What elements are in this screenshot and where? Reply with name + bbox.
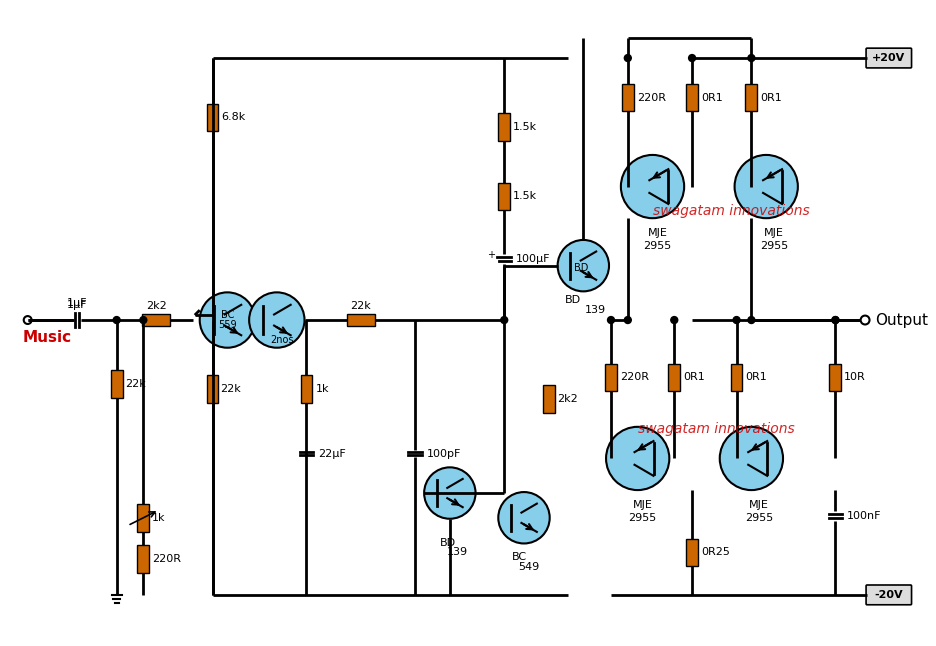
Text: 0R25: 0R25 <box>700 547 729 557</box>
Text: 1k: 1k <box>152 513 166 523</box>
Text: 1µF: 1µF <box>66 298 87 308</box>
Bar <box>498 183 509 211</box>
Circle shape <box>860 316 869 324</box>
Text: 0R1: 0R1 <box>700 92 722 103</box>
Circle shape <box>623 317 631 324</box>
Circle shape <box>23 316 32 324</box>
Circle shape <box>670 317 677 324</box>
Text: MJE: MJE <box>647 228 666 238</box>
Text: 2nos: 2nos <box>270 335 293 345</box>
Circle shape <box>747 54 754 61</box>
Bar <box>605 364 616 391</box>
Text: 2955: 2955 <box>628 513 656 523</box>
Text: 1.5k: 1.5k <box>513 191 536 202</box>
FancyBboxPatch shape <box>865 585 911 605</box>
Circle shape <box>557 240 608 291</box>
Text: 2955: 2955 <box>744 513 772 523</box>
Text: BC: BC <box>221 310 234 320</box>
Text: 1µF: 1µF <box>66 300 87 310</box>
Text: Output: Output <box>874 313 927 328</box>
Text: 100pF: 100pF <box>427 448 461 459</box>
Bar <box>542 385 554 413</box>
Text: 220R: 220R <box>152 554 181 565</box>
Text: 139: 139 <box>446 547 468 557</box>
Bar <box>300 375 312 403</box>
Circle shape <box>719 427 782 490</box>
Circle shape <box>732 317 739 324</box>
Text: 100µF: 100µF <box>516 254 550 264</box>
Text: swagatam innovations: swagatam innovations <box>637 422 794 436</box>
Text: 2955: 2955 <box>643 241 671 251</box>
Bar <box>685 539 697 566</box>
Circle shape <box>498 492 549 543</box>
Bar <box>207 375 218 403</box>
Bar <box>622 84 633 111</box>
Text: 0R1: 0R1 <box>759 92 782 103</box>
Text: -20V: -20V <box>873 590 902 600</box>
Circle shape <box>249 293 304 348</box>
Circle shape <box>621 155 683 218</box>
Text: +20V: +20V <box>871 53 904 63</box>
Circle shape <box>831 317 838 324</box>
Text: 22k: 22k <box>220 384 241 394</box>
Text: 220R: 220R <box>620 372 649 382</box>
Text: BD: BD <box>439 537 456 548</box>
Text: 10R: 10R <box>843 372 865 382</box>
Text: MJE: MJE <box>749 500 768 510</box>
Text: 2k2: 2k2 <box>146 301 167 311</box>
Text: MJE: MJE <box>632 500 651 510</box>
Bar <box>142 314 169 326</box>
Text: BC: BC <box>511 552 526 563</box>
Circle shape <box>139 317 147 324</box>
Circle shape <box>424 467 475 519</box>
Circle shape <box>688 54 695 61</box>
Circle shape <box>113 317 120 324</box>
Text: 549: 549 <box>518 562 539 572</box>
Text: 1k: 1k <box>315 384 329 394</box>
Text: BD: BD <box>574 263 588 273</box>
Text: 139: 139 <box>584 305 605 315</box>
Bar <box>138 504 149 532</box>
Circle shape <box>623 54 631 61</box>
Text: 22k: 22k <box>350 301 371 311</box>
Text: 2955: 2955 <box>759 241 787 251</box>
Circle shape <box>747 317 754 324</box>
FancyBboxPatch shape <box>865 48 911 68</box>
Bar <box>498 114 509 141</box>
Bar <box>110 370 123 398</box>
Text: +: + <box>487 250 495 260</box>
Bar <box>685 84 697 111</box>
Bar <box>745 84 756 111</box>
Circle shape <box>831 317 838 324</box>
Text: 0R1: 0R1 <box>745 372 767 382</box>
Text: BD: BD <box>564 295 581 306</box>
Bar <box>667 364 680 391</box>
Text: 22µF: 22µF <box>318 448 345 459</box>
Circle shape <box>607 317 614 324</box>
Text: Music: Music <box>22 330 72 346</box>
Circle shape <box>199 293 255 348</box>
Bar <box>730 364 741 391</box>
Text: 100nF: 100nF <box>846 511 881 521</box>
Text: 220R: 220R <box>636 92 665 103</box>
Circle shape <box>734 155 797 218</box>
Text: 1.5k: 1.5k <box>513 122 536 132</box>
Text: 0R1: 0R1 <box>682 372 704 382</box>
Text: MJE: MJE <box>764 228 783 238</box>
Text: 6.8k: 6.8k <box>221 112 245 122</box>
Bar <box>828 364 841 391</box>
Bar <box>138 545 149 573</box>
Text: swagatam innovations: swagatam innovations <box>651 204 809 218</box>
Circle shape <box>500 317 507 324</box>
Text: 2k2: 2k2 <box>557 394 578 404</box>
Circle shape <box>606 427 668 490</box>
Text: 559: 559 <box>218 320 237 330</box>
Bar <box>207 103 218 131</box>
Text: 22k: 22k <box>125 379 146 390</box>
Bar <box>346 314 374 326</box>
